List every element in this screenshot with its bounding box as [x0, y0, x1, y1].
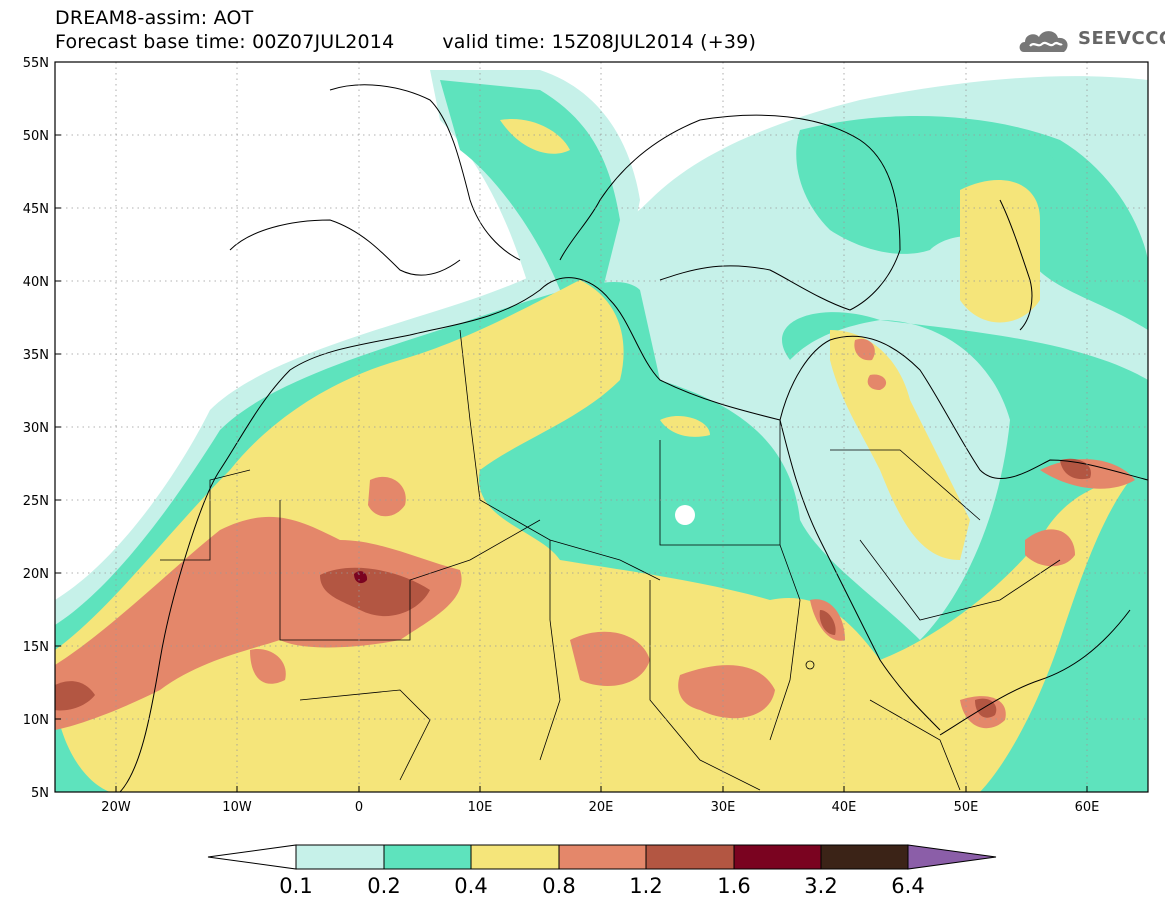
lon-label: 60E — [1075, 800, 1100, 815]
logo-text: SEEVCCC — [1078, 28, 1165, 49]
lon-label: 20E — [589, 800, 614, 815]
colorbar-label: 1.6 — [717, 874, 750, 898]
colorbar-label: 0.8 — [542, 874, 575, 898]
lon-labels: 20W 10W 0 10E 20E 30E 40E 50E 60E — [101, 800, 1099, 815]
lon-label: 0 — [355, 800, 363, 815]
colorbar-bin — [733, 844, 822, 870]
colorbar-bin — [645, 844, 735, 870]
colorbar-bin — [470, 844, 560, 870]
cloud-icon — [1019, 31, 1068, 52]
colorbar-bin — [295, 844, 385, 870]
colorbar-label: 0.4 — [454, 874, 487, 898]
colorbar-min-arrow — [207, 844, 297, 870]
colorbar-label: 0.1 — [279, 874, 312, 898]
plot-title: DREAM8-assim: AOT — [55, 7, 254, 29]
lat-label: 40N — [23, 275, 49, 290]
lat-label: 55N — [23, 56, 49, 71]
lon-label: 20W — [101, 800, 131, 815]
lat-label: 15N — [23, 640, 49, 655]
colorbar-max-arrow — [907, 844, 997, 870]
colorbar-label: 6.4 — [891, 874, 924, 898]
plot-subtitle: Forecast base time: 00Z07JUL2014 valid ti… — [55, 32, 756, 52]
gridlines — [55, 62, 1148, 792]
colorbar-label: 3.2 — [804, 874, 837, 898]
lat-label: 30N — [23, 421, 49, 436]
lat-label: 50N — [23, 129, 49, 144]
lat-label: 45N — [23, 202, 49, 217]
aot-field — [55, 62, 1148, 792]
lon-label: 10W — [222, 800, 252, 815]
coastlines — [109, 84, 1148, 792]
colorbar-label: 0.2 — [367, 874, 400, 898]
colorbar-bin — [383, 844, 472, 870]
lat-label: 35N — [23, 348, 49, 363]
lat-labels: 55N 50N 45N 40N 35N 30N 25N 20N 15N 10N … — [23, 56, 49, 801]
lon-label: 50E — [954, 800, 979, 815]
colorbar-label: 1.2 — [629, 874, 662, 898]
tick-marks — [55, 61, 1088, 793]
borders — [160, 329, 1061, 791]
lat-label: 5N — [31, 786, 49, 801]
seevccc-logo: SEEVCCC — [1016, 24, 1165, 58]
lon-label: 30E — [711, 800, 736, 815]
lon-label: 40E — [832, 800, 857, 815]
lat-label: 20N — [23, 567, 49, 582]
colorbar — [207, 844, 997, 870]
lat-label: 25N — [23, 494, 49, 509]
base-time: Forecast base time: 00Z07JUL2014 — [55, 31, 395, 53]
lon-label: 10E — [468, 800, 493, 815]
colorbar-bin — [558, 844, 647, 870]
lat-label: 10N — [23, 713, 49, 728]
colorbar-labels: 0.1 0.2 0.4 0.8 1.2 1.6 3.2 6.4 — [279, 874, 924, 898]
colorbar-bin — [820, 844, 909, 870]
valid-time: valid time: 15Z08JUL2014 (+39) — [442, 31, 757, 53]
